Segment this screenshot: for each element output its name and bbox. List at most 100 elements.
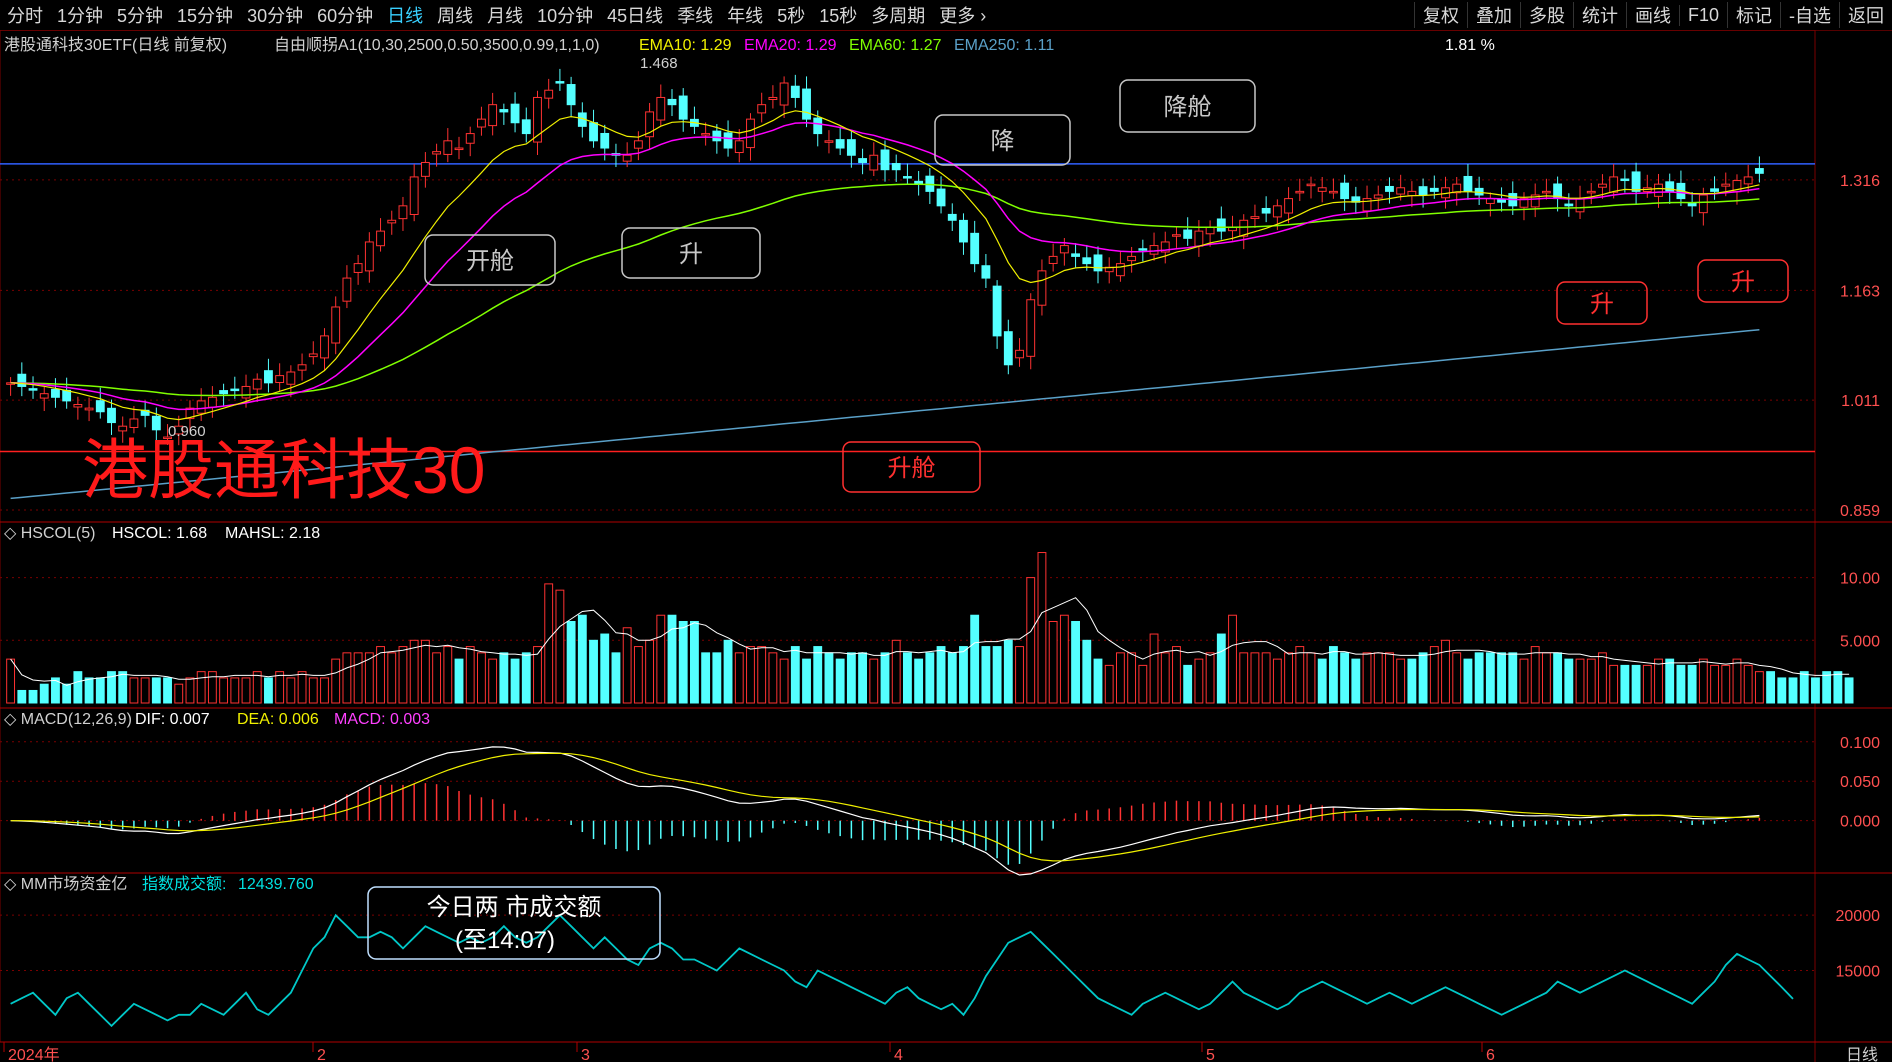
period-tab-2[interactable]: 5分钟 xyxy=(117,6,164,26)
candle-body-24 xyxy=(275,375,285,383)
candle-body-10 xyxy=(118,425,128,432)
mm-panel-title: ◇ MM市场资金亿 xyxy=(4,875,127,893)
vol-bar-113 xyxy=(1272,658,1282,704)
vol-bar-57 xyxy=(645,639,655,704)
vol-bar-22 xyxy=(252,671,262,704)
candle-body-46 xyxy=(521,119,531,135)
candle-body-30 xyxy=(342,277,352,302)
candle-body-47 xyxy=(533,96,542,143)
candle-body-123 xyxy=(1385,185,1394,192)
candle-body-115 xyxy=(1295,190,1305,194)
vol-bar-24 xyxy=(275,671,285,704)
vol-bar-121 xyxy=(1362,652,1372,704)
vol-bar-66 xyxy=(746,646,755,704)
period-tab-8[interactable]: 月线 xyxy=(487,6,524,26)
period-tab-7[interactable]: 周线 xyxy=(437,6,474,26)
candle-body-20 xyxy=(230,388,240,392)
vol-bar-72 xyxy=(813,646,823,704)
vol-mahsl-value: MAHSL: 2.18 xyxy=(225,525,320,542)
vol-bar-160 xyxy=(1799,671,1809,704)
vol-bar-58 xyxy=(656,614,666,704)
candle-body-1 xyxy=(17,373,27,387)
period-tab-14[interactable]: 15秒 xyxy=(819,6,858,26)
ema20-line xyxy=(10,121,1760,411)
candle-body-48 xyxy=(544,89,554,99)
toolbar-button-0[interactable]: 复权 xyxy=(1413,2,1467,28)
candle-body-126 xyxy=(1418,186,1428,196)
candle-body-92 xyxy=(1037,270,1047,306)
vol-bar-155 xyxy=(1743,664,1753,704)
toolbar-button-5[interactable]: F10 xyxy=(1678,4,1727,26)
candle-body-44 xyxy=(499,109,509,113)
vol-bar-101 xyxy=(1138,664,1148,704)
vol-bar-135 xyxy=(1519,658,1529,704)
mm-callout-box xyxy=(367,886,661,960)
vol-bar-122 xyxy=(1373,652,1383,704)
candle-body-41 xyxy=(465,133,475,144)
ema-label-0: EMA10: 1.29 xyxy=(639,37,732,54)
vol-bar-146 xyxy=(1642,664,1652,704)
period-tab-9[interactable]: 10分钟 xyxy=(537,6,594,26)
vol-bar-89 xyxy=(1003,639,1013,704)
candle-body-60 xyxy=(678,95,688,120)
candle-body-29 xyxy=(331,306,341,344)
candle-body-147 xyxy=(1654,183,1663,197)
vol-bar-130 xyxy=(1463,658,1473,704)
vol-bar-162 xyxy=(1822,671,1832,704)
stock-chart[interactable]: 1.316 1.163 1.011 0.859 港股通科技30ETF(日线 前复权) 自由… xyxy=(0,30,1892,1062)
toolbar-button-1[interactable]: 叠加 xyxy=(1466,2,1520,28)
candle-body-145 xyxy=(1631,171,1641,192)
period-tab-3[interactable]: 15分钟 xyxy=(177,6,234,26)
vol-bar-154 xyxy=(1732,658,1742,704)
toolbar-button-3[interactable]: 统计 xyxy=(1572,2,1626,28)
candle-body-130 xyxy=(1463,175,1473,192)
period-tab-1[interactable]: 1分钟 xyxy=(57,6,104,26)
period-tab-11[interactable]: 季线 xyxy=(677,6,714,26)
vol-bar-132 xyxy=(1485,652,1495,704)
toolbar-button-8[interactable]: 返回 xyxy=(1839,2,1892,28)
period-tab-0[interactable]: 分时 xyxy=(7,6,43,26)
candle-body-119 xyxy=(1340,182,1350,200)
vol-tick-1: 5.000 xyxy=(1840,633,1880,650)
candle-body-38 xyxy=(432,151,442,155)
vol-bar-69 xyxy=(779,658,789,704)
vol-bar-54 xyxy=(611,652,621,704)
vol-bar-104 xyxy=(1172,646,1181,704)
candle-body-86 xyxy=(970,232,980,265)
candle-body-23 xyxy=(264,370,273,384)
period-tab-4[interactable]: 30分钟 xyxy=(247,6,304,26)
period-tab-6[interactable]: 日线 xyxy=(387,6,424,26)
vol-bar-94 xyxy=(1059,614,1069,704)
period-tab-16[interactable]: 更多 › xyxy=(939,6,987,26)
toolbar-button-6[interactable]: 标记 xyxy=(1727,2,1780,28)
candle-body-62 xyxy=(701,133,711,136)
vol-bar-127 xyxy=(1429,646,1439,704)
candle-body-85 xyxy=(959,219,968,243)
candle-body-3 xyxy=(39,393,49,399)
candle-body-111 xyxy=(1250,216,1260,220)
candle-body-22 xyxy=(252,378,262,390)
vol-bar-56 xyxy=(633,646,643,704)
toolbar-button-4[interactable]: 画线 xyxy=(1625,2,1679,28)
vol-bar-92 xyxy=(1037,552,1047,704)
candle-body-50 xyxy=(566,84,576,106)
vol-bar-149 xyxy=(1676,664,1686,704)
period-tab-10[interactable]: 45日线 xyxy=(607,6,664,26)
candle-body-53 xyxy=(600,132,610,149)
candle-body-25 xyxy=(286,371,296,385)
toolbar-button-7[interactable]: -自选 xyxy=(1780,2,1839,28)
ema60-line xyxy=(10,183,1760,397)
annotation-box-0 xyxy=(424,234,556,286)
candle-body-9 xyxy=(107,407,116,424)
vol-bar-16 xyxy=(185,677,195,704)
candle-body-59 xyxy=(667,98,677,106)
toolbar-button-2[interactable]: 多股 xyxy=(1519,2,1573,28)
period-tab-13[interactable]: 5秒 xyxy=(777,6,806,26)
period-tab-12[interactable]: 年线 xyxy=(727,6,764,26)
period-tab-15[interactable]: 多周期 xyxy=(871,6,926,26)
annotation-text-6: 升 xyxy=(1731,269,1755,296)
period-tab-5[interactable]: 60分钟 xyxy=(317,6,374,26)
vol-bar-95 xyxy=(1071,621,1080,704)
vol-bar-64 xyxy=(723,639,733,704)
candle-body-129 xyxy=(1452,183,1462,194)
